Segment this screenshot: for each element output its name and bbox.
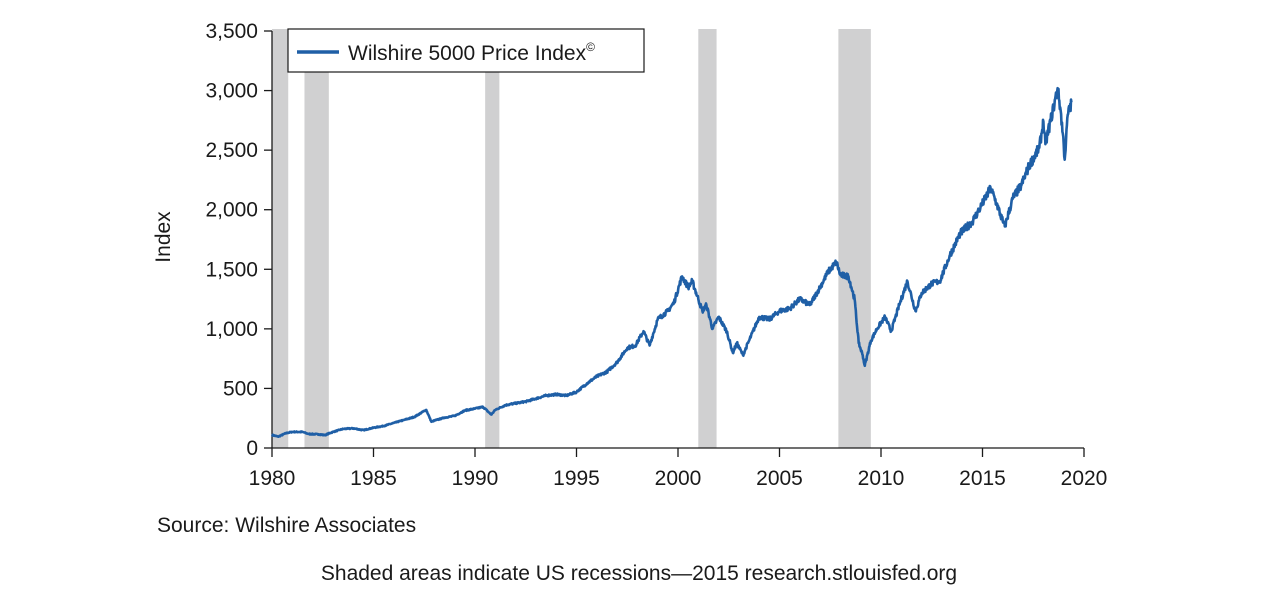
legend-box <box>287 28 645 73</box>
x-tick-label: 1980 <box>249 467 296 490</box>
x-tick-label: 2015 <box>959 467 1006 490</box>
x-tick-label: 2000 <box>655 467 702 490</box>
legend: Wilshire 5000 Price Index© <box>287 28 645 73</box>
y-ticks: 0 500 1,000 1,500 2,000 2,500 3,000 3,500 <box>205 20 272 460</box>
x-tick-label: 1995 <box>553 467 600 490</box>
series-layer <box>270 86 1073 438</box>
recession-bands <box>272 29 871 448</box>
copyright-mark: © <box>586 40 595 54</box>
legend-label: Wilshire 5000 Price Index© <box>348 40 595 65</box>
recession-band-1 <box>272 29 289 448</box>
recession-band-3 <box>485 29 500 448</box>
x-tick-label: 2010 <box>858 467 905 490</box>
recession-band-2 <box>304 29 329 448</box>
y-tick-label: 2,500 <box>205 139 258 162</box>
y-tick-label: 1,000 <box>205 318 258 341</box>
recession-band-4 <box>698 29 717 448</box>
x-tick-label: 2005 <box>756 467 803 490</box>
axes <box>271 31 1084 449</box>
recession-band-5 <box>838 29 871 448</box>
x-tick-label: 2020 <box>1061 467 1108 490</box>
legend-series-name: Wilshire 5000 Price Index <box>348 42 587 65</box>
y-tick-label: 3,500 <box>205 20 258 43</box>
recession-footnote: Shaded areas indicate US recessions—2015… <box>320 562 958 585</box>
source-note: Source: Wilshire Associates <box>157 514 417 537</box>
y-tick-label: 2,000 <box>205 199 258 222</box>
y-tick-label: 1,500 <box>205 258 258 281</box>
x-tick-label: 1990 <box>452 467 499 490</box>
y-tick-label: 3,000 <box>205 80 258 103</box>
x-ticks: 1980 1985 1990 1995 2000 2005 2010 2015 2020 <box>249 448 1108 490</box>
x-tick-label: 1985 <box>350 467 397 490</box>
y-tick-label: 0 <box>246 437 258 460</box>
y-axis-label: Index <box>152 211 175 263</box>
y-tick-label: 500 <box>223 377 258 400</box>
series-line-wilshire-5000 <box>270 86 1073 438</box>
